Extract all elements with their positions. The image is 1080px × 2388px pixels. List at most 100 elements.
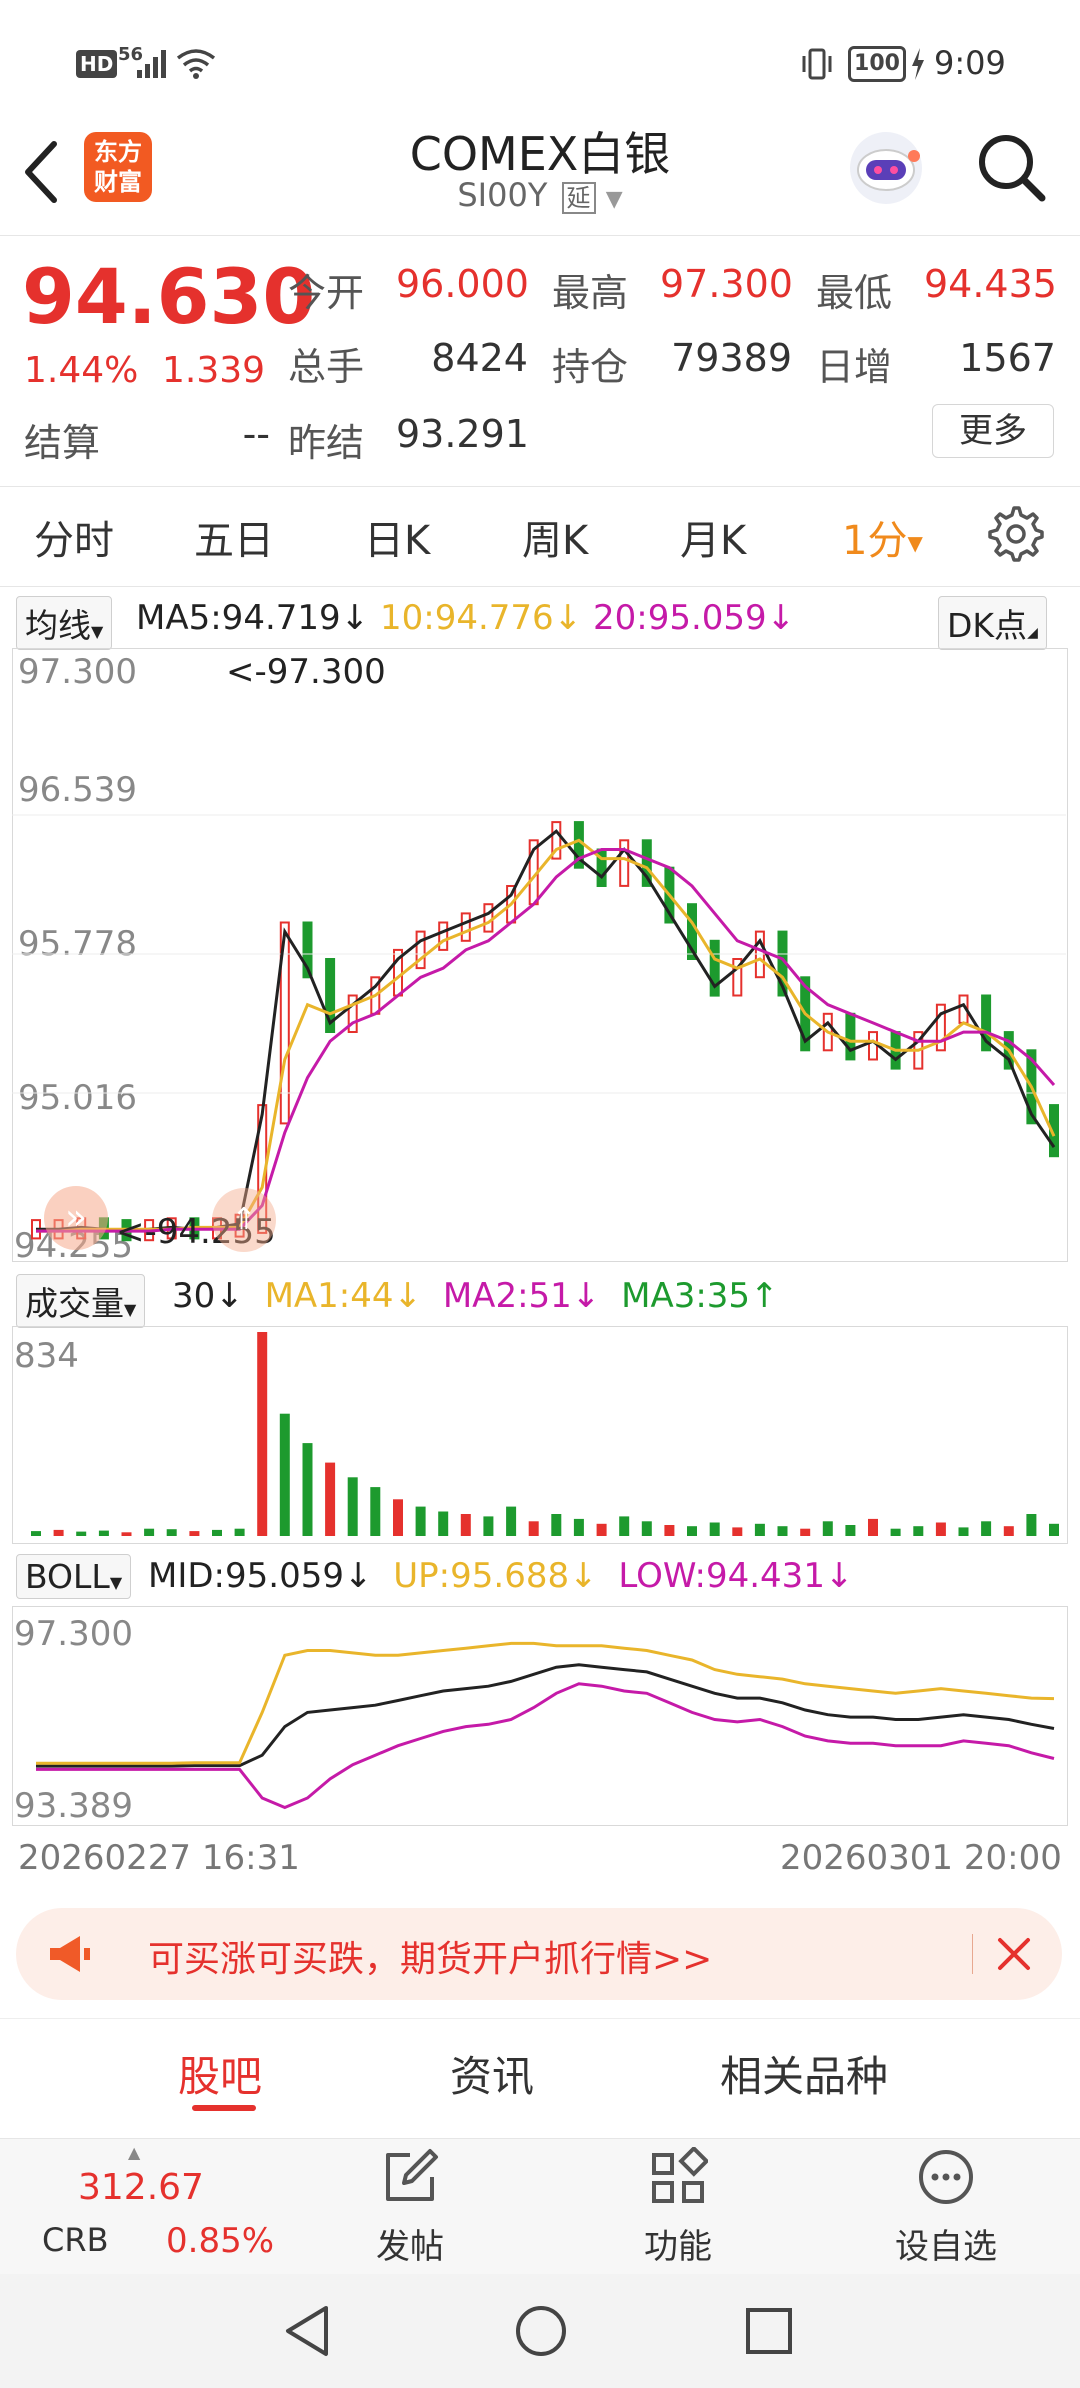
- tab-intraday[interactable]: 分时: [34, 518, 114, 564]
- boll-selector[interactable]: BOLL▼: [16, 1554, 132, 1599]
- expand-chevron-icon[interactable]: »: [44, 1186, 108, 1250]
- tab-daily-k[interactable]: 日K: [364, 518, 431, 564]
- nav-home-icon[interactable]: [514, 2304, 568, 2358]
- low-marker: <-94.255: [116, 1212, 276, 1252]
- volume-bar: [1049, 1523, 1059, 1536]
- change-percent: 1.44%: [24, 350, 139, 391]
- price-candle: [460, 912, 471, 942]
- price-axis-label: 95.016: [18, 1078, 137, 1118]
- open-interest-value: 79389: [671, 336, 792, 380]
- open-interest-label: 持仓: [552, 345, 629, 389]
- price-candle: [483, 903, 494, 933]
- function-button-label[interactable]: 功能: [644, 2227, 712, 2267]
- caret-up-icon: ▲: [128, 2143, 141, 2162]
- high-marker: <-97.300: [226, 652, 386, 692]
- price-candle: [981, 994, 992, 1052]
- price-axis-label: 97.300: [18, 652, 137, 692]
- volume-bar: [460, 1514, 471, 1536]
- boll-mid-line: [36, 1663, 1055, 1768]
- nav-recents-icon[interactable]: [744, 2306, 794, 2356]
- content-tabs: 股吧 资讯 相关品种: [0, 2018, 1080, 2119]
- crb-index[interactable]: ▲ 312.67 CRB 0.85%: [0, 2139, 280, 2274]
- price-candle: [438, 921, 449, 951]
- down-arrow-icon: ↓: [569, 1556, 598, 1596]
- volume-bar: [528, 1521, 539, 1536]
- add-watchlist-icon[interactable]: [916, 2147, 976, 2207]
- symbol-code-row[interactable]: SI00Y 延 ▼: [0, 176, 1080, 214]
- price-candle: [822, 1012, 833, 1052]
- dropdown-caret-icon: ▼: [91, 622, 104, 641]
- quote-panel: 94.630 1.44% 1.339 今开 96.000 最高 97.300 最…: [0, 236, 1080, 487]
- volume-bar: [845, 1525, 856, 1536]
- app-logo[interactable]: 东方 财富: [84, 132, 152, 202]
- tab-related[interactable]: 相关品种: [720, 2052, 889, 2101]
- down-arrow-icon: ↓: [340, 598, 370, 638]
- nav-back-icon[interactable]: [282, 2304, 332, 2358]
- promo-banner[interactable]: 可买涨可买跌，期货开户抓行情>>: [16, 1908, 1062, 2000]
- more-button[interactable]: 更多: [932, 404, 1054, 458]
- wifi-icon: [176, 49, 216, 79]
- boll-chart[interactable]: [12, 1606, 1066, 1824]
- dropdown-caret-icon: ▼: [605, 187, 623, 212]
- tab-weekly-k[interactable]: 周K: [522, 518, 589, 564]
- volume-selector[interactable]: 成交量▼: [16, 1274, 146, 1328]
- function-grid-icon[interactable]: [648, 2147, 708, 2207]
- dropdown-caret-icon: ▼: [109, 1573, 123, 1592]
- robot-assistant-icon[interactable]: [846, 128, 926, 208]
- boll-bottom-label: 93.389: [14, 1786, 133, 1826]
- vibrate-icon: [802, 48, 832, 80]
- down-arrow-icon: ↓: [343, 1556, 373, 1596]
- gear-icon[interactable]: [988, 506, 1044, 562]
- volume-bar: [596, 1523, 607, 1536]
- price-candle: [641, 839, 652, 887]
- top-bar: 东方 财富 COMEX白银 SI00Y 延 ▼: [0, 110, 1080, 236]
- ma5-value: MA5:94.719: [136, 598, 341, 638]
- volume-bar: [981, 1521, 992, 1536]
- boll-legend: MID:95.059↓ UP:95.688↓ LOW:94.431↓: [148, 1556, 853, 1596]
- page-title: COMEX白银: [409, 127, 671, 181]
- dropdown-caret-icon: ▼: [907, 531, 923, 555]
- volume-bar: [822, 1521, 833, 1536]
- volume-chart[interactable]: [12, 1326, 1066, 1542]
- boll-low-line: [36, 1682, 1055, 1810]
- price-candle: [868, 1031, 878, 1061]
- dk-point-label: DK点: [947, 606, 1028, 645]
- scroll-up-icon[interactable]: ⇑: [212, 1188, 276, 1252]
- volume-bar: [166, 1529, 177, 1536]
- volume-bar: [573, 1518, 584, 1536]
- back-arrow-icon[interactable]: [22, 140, 62, 204]
- price-candle: [709, 939, 720, 997]
- volume-ma2: MA2:51: [442, 1276, 572, 1316]
- add-watchlist-label[interactable]: 设自选: [895, 2227, 997, 2267]
- settle-label: 结算: [24, 421, 101, 465]
- tab-monthly-k[interactable]: 月K: [680, 518, 747, 564]
- ma-selector[interactable]: 均线▼: [16, 596, 113, 650]
- volume-ma1: MA1:44: [264, 1276, 394, 1316]
- corner-triangle-icon: ◢: [1027, 625, 1038, 641]
- tab-five-day[interactable]: 五日: [194, 518, 274, 564]
- price-chart-frame: [12, 648, 1068, 1262]
- tab-forum-underline: [192, 2105, 256, 2111]
- low-value: 94.435: [924, 262, 1057, 306]
- post-edit-icon[interactable]: [380, 2147, 440, 2207]
- close-icon[interactable]: [996, 1936, 1032, 1972]
- 5g-signal-icon: 56: [118, 44, 144, 65]
- open-label: 今开: [288, 271, 365, 315]
- ma-selector-label: 均线: [25, 606, 91, 645]
- tab-one-minute[interactable]: 1分▼: [842, 508, 923, 566]
- dk-point-button[interactable]: DK点◢: [938, 596, 1047, 650]
- post-button-label[interactable]: 发帖: [376, 2227, 444, 2267]
- tab-forum[interactable]: 股吧: [178, 2052, 263, 2101]
- volume-bar: [641, 1521, 652, 1536]
- ma-legend: MA5:94.719↓ 10:94.776↓ 20:95.059↓: [136, 598, 795, 638]
- price-axis-label: 96.539: [18, 770, 137, 810]
- price-chart[interactable]: [12, 648, 1066, 1260]
- volume-bar: [1026, 1514, 1037, 1536]
- volume-bar: [393, 1499, 403, 1536]
- signal-bars-icon: [137, 50, 166, 78]
- tab-news[interactable]: 资讯: [450, 2052, 535, 2101]
- search-icon[interactable]: [976, 132, 1048, 204]
- price-candle: [325, 958, 336, 1033]
- volume-bar: [506, 1506, 517, 1536]
- charging-icon: [912, 48, 924, 80]
